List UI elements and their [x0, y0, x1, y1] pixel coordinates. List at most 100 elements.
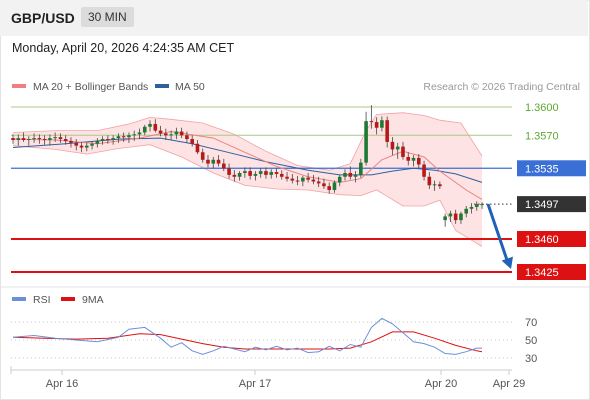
candle-body	[448, 213, 453, 217]
candle	[127, 132, 131, 143]
candle-body	[464, 208, 469, 214]
candle-body	[16, 138, 21, 140]
level-label-text: 1.3535	[525, 163, 559, 175]
candle	[179, 127, 184, 139]
candle-body	[127, 135, 131, 138]
candle-body	[190, 139, 194, 144]
ma50-legend-label: MA 50	[175, 81, 205, 93]
bollinger-lower-band	[12, 144, 483, 247]
candle	[206, 155, 210, 168]
candle-body	[179, 131, 184, 136]
rsi-tick-label: 70	[525, 317, 537, 329]
candle-body	[301, 177, 305, 182]
candle-body	[90, 143, 94, 146]
candle	[116, 133, 121, 143]
candle	[16, 134, 21, 146]
candle-body	[316, 181, 321, 184]
candle-body	[206, 159, 210, 164]
candle-body	[248, 171, 252, 176]
candle-body	[116, 136, 121, 139]
rsi-legend: RSI 9MA	[12, 294, 104, 306]
candle	[74, 139, 79, 151]
bollinger-legend-label: MA 20 + Bollinger Bands	[33, 81, 148, 93]
candle	[427, 172, 432, 190]
candle-body	[185, 135, 189, 140]
candle	[459, 211, 463, 224]
research-credit: Research © 2026 Trading Central	[423, 81, 580, 93]
candle	[32, 133, 36, 143]
candle-body	[459, 213, 463, 221]
candle	[279, 170, 284, 180]
candle	[401, 141, 405, 160]
candle-body	[264, 171, 268, 175]
candle	[348, 166, 353, 180]
candle-body	[474, 204, 479, 207]
candle	[253, 171, 258, 181]
candle	[469, 203, 474, 214]
candle-body	[27, 139, 31, 141]
level-label-1.3600: 1.3600	[525, 102, 559, 114]
bollinger-bands	[12, 112, 483, 247]
candle-body	[11, 138, 15, 140]
candle-body	[274, 172, 279, 174]
candle-body	[174, 131, 179, 135]
candle-body	[438, 184, 442, 187]
candle-body	[106, 139, 110, 141]
level-label-box	[517, 196, 586, 213]
title-bar: GBP/USD 30 MIN	[0, 0, 588, 36]
candle-body	[111, 138, 115, 140]
time-axis-label: Apr 16	[46, 378, 78, 390]
candle	[290, 173, 295, 184]
ma50-legend-swatch	[155, 84, 169, 88]
candle	[285, 172, 289, 182]
candle	[390, 137, 395, 156]
candle	[264, 167, 268, 179]
candle	[174, 127, 179, 140]
candle-body	[222, 163, 226, 169]
candle-body	[169, 134, 173, 136]
timeframe-badge[interactable]: 30 MIN	[81, 7, 134, 27]
candle	[311, 174, 316, 185]
candle	[106, 135, 110, 144]
candle	[464, 206, 469, 218]
candle	[364, 111, 368, 166]
price-levels	[11, 106, 512, 273]
ma9-legend-label: 9MA	[82, 294, 104, 306]
candle	[416, 154, 421, 169]
rsi-legend-label: RSI	[33, 294, 51, 306]
candle-body	[432, 184, 437, 186]
candle-body	[237, 173, 242, 177]
candle	[200, 148, 205, 163]
candle-body	[327, 186, 331, 190]
candle	[21, 132, 26, 142]
candle-body	[100, 139, 105, 141]
time-axis-label: Apr 20	[425, 378, 457, 390]
candle-body	[211, 159, 216, 164]
candle	[385, 116, 389, 148]
candle-body	[343, 173, 347, 177]
candle	[37, 134, 42, 144]
bollinger-legend-swatch	[12, 84, 26, 88]
candle	[232, 170, 237, 182]
candle	[53, 132, 57, 142]
candle	[306, 173, 310, 183]
candle	[158, 125, 163, 137]
price-level-labels: 1.3600 1.3570 1.3535 1.3497 1.3460 1.3425	[517, 102, 586, 280]
candle	[332, 180, 337, 193]
candle-body	[63, 139, 68, 141]
candle	[411, 155, 416, 167]
candle	[79, 141, 84, 153]
candle	[69, 137, 73, 148]
candle-body	[480, 204, 484, 206]
time-axis: Apr 16 Apr 17 Apr 20 Apr 29	[10, 366, 525, 390]
candle	[448, 210, 453, 223]
candle-body	[258, 171, 263, 174]
candle-body	[132, 134, 137, 136]
bollinger-fill	[13, 112, 482, 247]
candle-body	[332, 182, 337, 190]
candle	[474, 201, 479, 211]
candle-body	[53, 137, 57, 139]
candle	[432, 180, 437, 191]
candle	[58, 133, 63, 143]
rsi-9ma-line	[12, 331, 483, 353]
